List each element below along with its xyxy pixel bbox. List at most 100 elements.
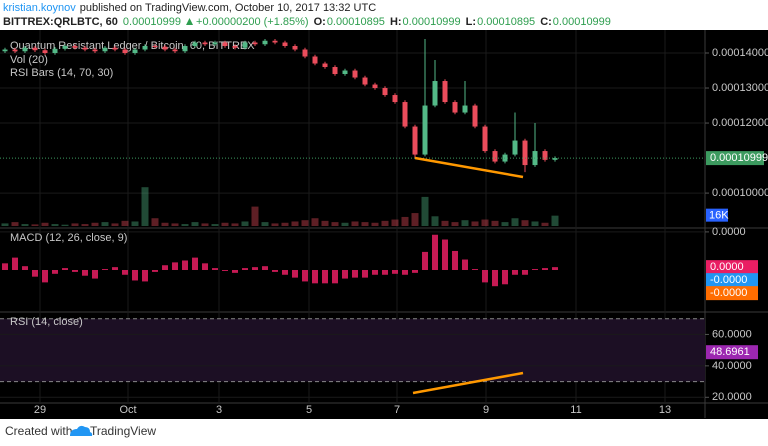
pane-title: RSI (14, close) [10, 316, 83, 328]
candle-body [282, 42, 288, 47]
volume-bar [221, 222, 229, 226]
volume-bar [361, 222, 369, 226]
ohlc-label: H: [390, 16, 402, 28]
candle-body [172, 49, 178, 52]
candle-body [52, 48, 58, 54]
histogram-bar [202, 263, 208, 270]
price-label-box [706, 286, 758, 301]
volume-bar [51, 224, 59, 226]
histogram-bar [542, 268, 548, 270]
volume-bar [241, 221, 249, 226]
candle-body [152, 46, 158, 48]
volume-bar [291, 221, 299, 226]
histogram-bar [252, 267, 258, 270]
volume-bar [551, 215, 559, 226]
candle-body [82, 47, 88, 50]
histogram-bar [282, 270, 288, 275]
candle-body [162, 46, 168, 50]
candle-body [342, 70, 348, 75]
candle-body [452, 102, 458, 113]
volume-bar [161, 222, 169, 226]
brand-logo [70, 425, 93, 436]
histogram-bar [312, 270, 318, 284]
footer-text: Created with [5, 424, 72, 438]
histogram-bar [222, 270, 228, 271]
candle-body [312, 56, 318, 64]
candle-body [512, 140, 518, 155]
histogram-bar [172, 262, 178, 270]
author-link[interactable]: kristian.koynov [3, 2, 76, 14]
histogram-bar [2, 263, 8, 270]
price-label: -0.0000 [710, 274, 747, 286]
volume-bar [121, 220, 129, 226]
candle-body [272, 40, 278, 43]
volume-bar [391, 219, 399, 226]
volume-bar [451, 222, 459, 226]
volume-bar [141, 187, 149, 226]
volume-bar [511, 218, 519, 226]
histogram-bar [412, 270, 418, 273]
x-tick-label: 7 [394, 404, 400, 416]
volume-bar [481, 219, 489, 226]
histogram-bar [132, 270, 138, 281]
drawings [412, 156, 524, 395]
histogram-bar [32, 270, 38, 277]
ohlc-label: L: [466, 16, 476, 28]
histogram-bar [182, 260, 188, 270]
price-change: +0.00000200 (+1.85%) [196, 16, 309, 28]
histogram-bar [292, 270, 298, 278]
volume-bar [131, 221, 139, 226]
candle-body [442, 81, 448, 103]
candle-body [462, 105, 468, 113]
footer-brand[interactable]: TradingView [90, 424, 156, 438]
price-label-box [706, 151, 764, 166]
y-tick-label: 20.0000 [712, 391, 752, 403]
x-tick-label: Oct [119, 404, 136, 416]
volume-bar [21, 224, 29, 226]
band-fill [0, 318, 705, 382]
volume-bar [541, 222, 549, 226]
histogram-bar [322, 270, 328, 284]
volume-bar [1, 223, 9, 226]
candle-body [302, 49, 308, 57]
price-label: 0.00010999 [710, 152, 768, 164]
trend-line [414, 156, 524, 179]
histogram-bar [162, 265, 168, 270]
volume-bar [111, 223, 119, 226]
histogram-bar [452, 250, 458, 270]
volume-bar [71, 223, 79, 226]
volume-bar [311, 218, 319, 226]
candle-body [72, 46, 78, 48]
histogram-bar [142, 270, 148, 282]
volume-bar [201, 223, 209, 226]
y-tick-label: 0.00010000 [712, 187, 768, 199]
ohlc-value: 0.00010999 [403, 16, 461, 28]
candle-body [12, 49, 18, 52]
volume-bar [11, 222, 19, 226]
candle-body [332, 67, 338, 75]
candle-body [322, 63, 328, 68]
candle-body [22, 47, 28, 52]
candle-body [222, 42, 228, 47]
volume-bar [191, 222, 199, 226]
candle-body [412, 126, 418, 155]
candle-body [372, 84, 378, 89]
candle-body [522, 140, 528, 166]
histogram-bar [72, 270, 78, 272]
histogram-bar [102, 269, 108, 270]
ohlc-label: C: [540, 16, 552, 28]
x-tick-label: 13 [659, 404, 671, 416]
candle-body [552, 158, 558, 160]
volume-bar [31, 224, 39, 226]
candle-body [382, 88, 388, 96]
volume-bar [381, 220, 389, 226]
indicator-title: Vol (20) [10, 54, 48, 66]
candle-body [32, 47, 38, 51]
candle-body [432, 81, 438, 106]
volume-bar [431, 216, 439, 226]
volume-label-box [706, 208, 728, 222]
candle-body [252, 42, 258, 45]
histogram-bar [512, 270, 518, 275]
